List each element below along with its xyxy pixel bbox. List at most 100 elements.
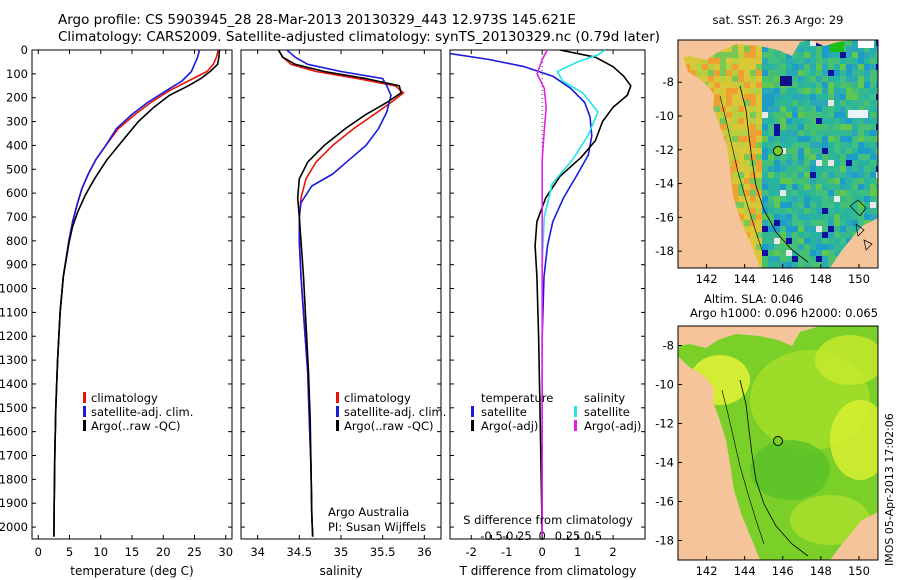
sst-cell	[750, 88, 756, 94]
sst-cell	[822, 130, 828, 136]
sst-cell	[798, 232, 804, 238]
sst-cell	[804, 202, 810, 208]
sst-cell	[750, 184, 756, 190]
sst-cell	[870, 178, 876, 184]
figure-title-line2: Climatology: CARS2009. Satellite-adjuste…	[58, 29, 660, 45]
sst-cell	[846, 100, 852, 106]
sst-cell	[762, 166, 768, 172]
sst-cell	[744, 124, 750, 130]
sst-cell	[780, 208, 786, 214]
sst-cell	[768, 130, 774, 136]
sst-cell	[792, 94, 798, 100]
sst-cell	[792, 136, 798, 142]
sst-cell	[798, 208, 804, 214]
sst-cell	[768, 238, 774, 244]
sst-cell	[780, 124, 786, 130]
sst-cell	[876, 70, 878, 76]
sst-cell	[852, 46, 858, 52]
sst-cell	[816, 64, 822, 70]
sst-cell	[786, 214, 792, 220]
sst-cell	[876, 196, 878, 202]
sst-cell	[792, 142, 798, 148]
sst-cell	[786, 190, 792, 196]
s-diff-xlabel: S difference from climatology	[463, 513, 633, 527]
sst-cell	[732, 190, 738, 196]
temperature-tick-label: 10	[93, 545, 108, 559]
sst-cell	[792, 52, 798, 58]
sst-patch	[848, 110, 868, 118]
map-y-tick-label: -14	[655, 456, 674, 470]
sst-land-png-east	[810, 40, 852, 46]
sst-cell	[756, 244, 762, 250]
sst-cell	[816, 154, 822, 160]
sst-cell	[846, 76, 852, 82]
sst-cell	[732, 88, 738, 94]
sst-cell	[744, 196, 750, 202]
sst-cell	[810, 190, 816, 196]
sst-cell	[858, 172, 864, 178]
sst-cell	[858, 154, 864, 160]
sst-cell	[738, 136, 744, 142]
sst-cell	[852, 154, 858, 160]
sst-map-frame	[677, 39, 879, 269]
figure-title-line1: Argo profile: CS 5903945_28 28-Mar-2013 …	[58, 12, 576, 28]
sst-cell	[804, 244, 810, 250]
sst-cell	[846, 58, 852, 64]
sst-cell	[864, 58, 870, 64]
t-diff-tick-label: 1	[574, 545, 581, 559]
sst-cell	[762, 46, 768, 52]
sst-reef-contour	[739, 85, 809, 263]
sst-cell	[870, 202, 876, 208]
sst-cell	[786, 250, 792, 256]
sst-cell	[840, 70, 846, 76]
sst-cell	[744, 232, 750, 238]
sst-cell	[852, 190, 858, 196]
sst-cell	[780, 64, 786, 70]
sst-cell	[834, 184, 840, 190]
sst-cell	[822, 166, 828, 172]
sst-cell	[768, 250, 774, 256]
sst-cell	[744, 172, 750, 178]
sst-cell	[792, 262, 798, 268]
sst-cell	[852, 148, 858, 154]
sst-cell	[846, 70, 852, 76]
sst-cell	[864, 130, 870, 136]
sst-cell	[828, 196, 834, 202]
sst-cell	[720, 82, 726, 88]
sst-cell	[744, 148, 750, 154]
sst-cell	[852, 124, 858, 130]
sst-cell	[768, 214, 774, 220]
sst-cell	[780, 190, 786, 196]
sst-cell	[762, 232, 768, 238]
sst-cell	[786, 124, 792, 130]
sst-cell	[762, 100, 768, 106]
sst-cell	[732, 160, 738, 166]
sst-cell	[750, 76, 756, 82]
sst-cell	[720, 112, 726, 118]
sst-cell	[822, 136, 828, 142]
sst-cell	[762, 172, 768, 178]
sst-cell	[762, 160, 768, 166]
sst-cell	[774, 172, 780, 178]
sst-cell	[870, 106, 876, 112]
sst-cell	[798, 142, 804, 148]
map-x-tick-label: 150	[848, 564, 870, 578]
sst-cell	[732, 172, 738, 178]
sst-islands	[849, 199, 873, 251]
sst-cell	[786, 262, 792, 268]
sst-cell	[834, 196, 840, 202]
sst-cell	[816, 160, 822, 166]
sst-cell	[792, 130, 798, 136]
sst-cell	[816, 166, 822, 172]
temperature-tick-label: 0	[35, 545, 42, 559]
sst-cell	[756, 76, 762, 82]
sst-cell	[840, 202, 846, 208]
map-y-tick-label: -12	[655, 143, 674, 157]
sla-map-title-line2: Argo h1000: 0.096 h2000: 0.065	[690, 306, 878, 320]
sst-cell	[816, 226, 822, 232]
sst-cell	[864, 178, 870, 184]
sst-cell	[846, 148, 852, 154]
sst-cell	[768, 178, 774, 184]
sst-cell	[816, 82, 822, 88]
sst-cell	[720, 64, 726, 70]
